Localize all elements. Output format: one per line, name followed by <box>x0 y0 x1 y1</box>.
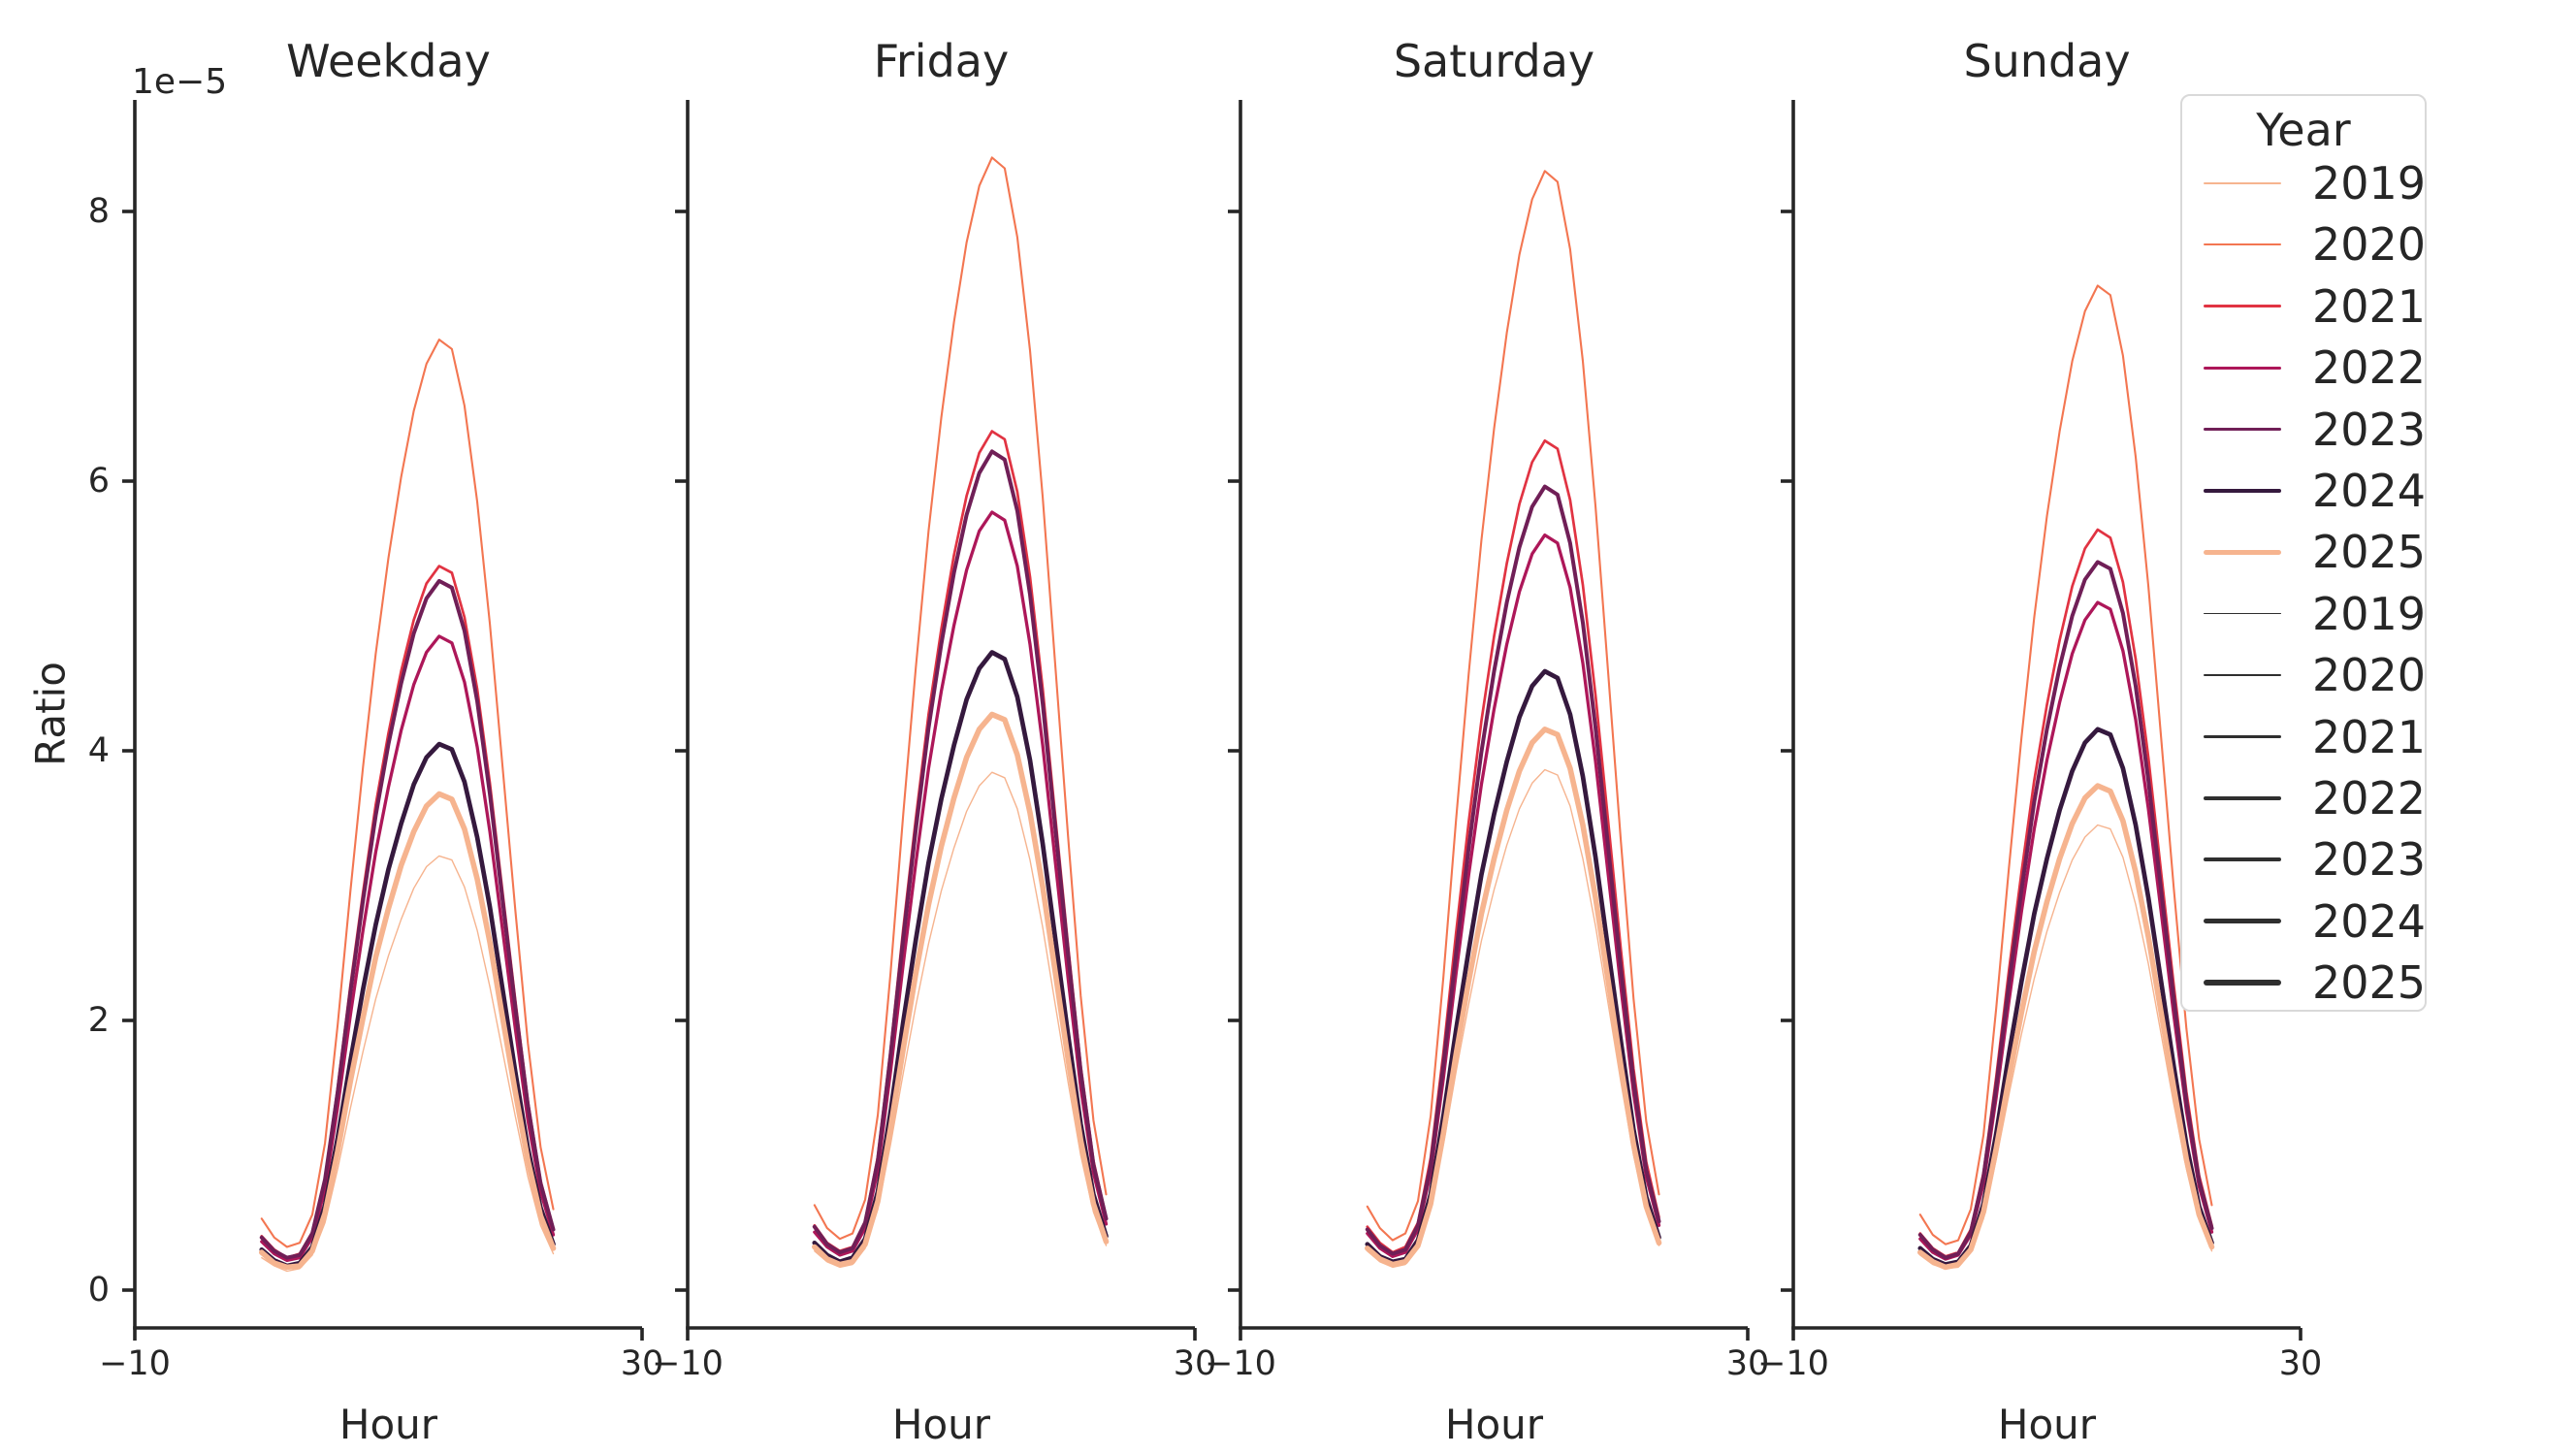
line-saturday-2025 <box>1365 726 1662 1268</box>
legend-line-swatch <box>2204 182 2281 184</box>
legend-item-color-2023: 2023 <box>2204 407 2426 452</box>
x-axis-label: Hour <box>338 1401 438 1448</box>
legend-item-size-2024: 2024 <box>2204 899 2426 944</box>
line-friday-2022 <box>813 510 1109 1257</box>
x-tick-label-min: −10 <box>1205 1344 1276 1383</box>
legend-line-swatch <box>2204 735 2281 738</box>
legend-line-swatch <box>2204 366 2281 370</box>
legend-line-swatch <box>2204 549 2281 556</box>
panel-saturday: Saturday −10 30 Hour <box>1205 0 1769 1455</box>
legend-item-label: 2023 <box>2312 833 2427 887</box>
legend-item-color-2020: 2020 <box>2204 222 2426 267</box>
x-tick-label-max: 30 <box>1725 1344 1770 1383</box>
line-weekday-2024 <box>259 741 556 1269</box>
x-tick-label-min: −10 <box>652 1344 724 1383</box>
legend-item-label: 2022 <box>2312 772 2427 824</box>
line-friday-2023 <box>812 449 1109 1255</box>
plot-area-weekday <box>122 100 644 1341</box>
panel-title-weekday: Weekday <box>286 35 491 87</box>
x-tick-label-min: −10 <box>1757 1344 1829 1383</box>
legend-item-label: 2020 <box>2312 649 2427 702</box>
x-axis-label: Hour <box>1444 1401 1544 1448</box>
y-tick-label-6: 6 <box>87 462 110 501</box>
line-weekday-2021 <box>260 565 555 1259</box>
legend-item-label: 2024 <box>2312 894 2427 948</box>
legend-item-size-2022: 2022 <box>2204 776 2426 821</box>
line-sunday-2020 <box>1918 284 2213 1245</box>
legend-item-label: 2025 <box>2312 526 2427 579</box>
y-tick-label-4: 4 <box>87 731 110 770</box>
line-friday-2020 <box>813 156 1108 1241</box>
line-weekday-2023 <box>259 578 556 1260</box>
legend-item-color-2024: 2024 <box>2204 469 2426 513</box>
panel-sunday: Sunday −10 30 Hour <box>1757 0 2322 1455</box>
legend-item-label: 2025 <box>2312 956 2427 1010</box>
legend-item-color-2021: 2021 <box>2204 284 2426 329</box>
y-axis-offset-text: 1e−5 <box>132 62 228 102</box>
legend-item-size-2020: 2020 <box>2204 653 2426 697</box>
legend-item-label: 2022 <box>2312 341 2427 395</box>
line-weekday-2025 <box>259 791 557 1271</box>
legend-item-color-2022: 2022 <box>2204 345 2426 390</box>
x-tick-label-max: 30 <box>1173 1344 1217 1383</box>
panel-title-saturday: Saturday <box>1393 35 1595 87</box>
legend-line-swatch <box>2204 488 2281 494</box>
y-tick-label-2: 2 <box>87 1001 110 1040</box>
legend-item-size-2019: 2019 <box>2204 592 2426 636</box>
x-tick-label-max: 30 <box>2278 1344 2323 1383</box>
legend-item-label: 2019 <box>2312 157 2427 210</box>
legend-line-swatch <box>2204 980 2281 986</box>
legend-item-label: 2024 <box>2312 465 2427 517</box>
plot-area-sunday <box>1781 100 2302 1341</box>
legend-line-swatch <box>2204 613 2281 615</box>
line-weekday-2020 <box>260 339 555 1248</box>
line-friday-2024 <box>812 650 1109 1265</box>
legend-item-label: 2021 <box>2312 710 2427 763</box>
legend-line-swatch <box>2204 674 2281 677</box>
legend-line-swatch <box>2204 427 2281 432</box>
panel-title-sunday: Sunday <box>1963 35 2131 87</box>
x-axis-label: Hour <box>891 1401 991 1448</box>
panel-weekday: Weekday −10 30 Hour <box>99 0 663 1455</box>
panel-title-friday: Friday <box>873 35 1010 87</box>
legend-item-label: 2023 <box>2312 403 2427 456</box>
plot-area-friday <box>675 100 1197 1341</box>
legend: Year 2019 2020 2021 2022 2023 2024 2025 2019 202… <box>2180 94 2427 1012</box>
line-friday-2021 <box>813 430 1108 1253</box>
line-sunday-2023 <box>1917 560 2214 1260</box>
plot-area-saturday <box>1228 100 1750 1341</box>
legend-item-size-2025: 2025 <box>2204 960 2426 1005</box>
panel-friday: Friday −10 30 Hour <box>652 0 1216 1455</box>
legend-line-swatch <box>2204 857 2281 862</box>
legend-item-label: 2019 <box>2312 587 2427 640</box>
legend-line-swatch <box>2204 243 2281 246</box>
y-tick-label-8: 8 <box>87 192 110 231</box>
legend-line-swatch <box>2204 796 2281 800</box>
legend-item-color-2025: 2025 <box>2204 530 2426 574</box>
legend-rows: 2019 2020 2021 2022 2023 2024 2025 2019 2020 2021… <box>2182 96 2426 1010</box>
legend-item-color-2019: 2019 <box>2204 161 2426 206</box>
legend-item-label: 2020 <box>2312 218 2427 272</box>
legend-title: Year <box>2256 104 2351 156</box>
line-friday-2025 <box>812 711 1110 1268</box>
legend-line-swatch <box>2204 919 2281 924</box>
line-saturday-2021 <box>1366 438 1660 1254</box>
legend-line-swatch <box>2204 305 2281 308</box>
line-sunday-2025 <box>1917 783 2215 1271</box>
line-saturday-2020 <box>1366 170 1660 1242</box>
x-axis-label: Hour <box>1997 1401 2097 1448</box>
legend-item-label: 2021 <box>2312 279 2427 333</box>
x-tick-label-max: 30 <box>620 1344 664 1383</box>
x-tick-label-min: −10 <box>99 1344 171 1383</box>
y-tick-label-0: 0 <box>87 1271 110 1310</box>
line-saturday-2023 <box>1365 484 1661 1256</box>
legend-item-size-2021: 2021 <box>2204 715 2426 760</box>
legend-item-size-2023: 2023 <box>2204 837 2426 882</box>
